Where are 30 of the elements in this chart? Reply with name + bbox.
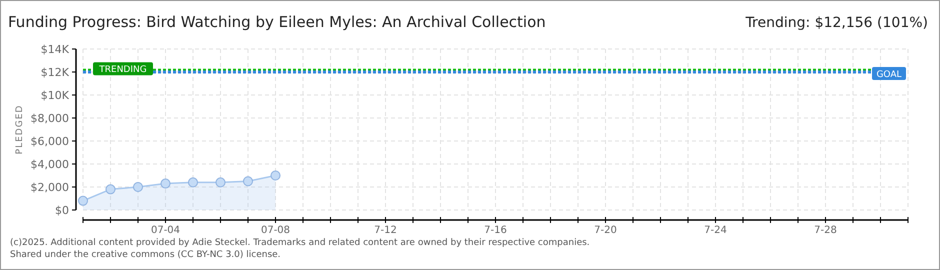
- y-tick-label: $10K: [40, 89, 70, 102]
- chart-subtitle: Trending: $12,156 (101%): [744, 15, 928, 31]
- point: [270, 170, 280, 180]
- point: [106, 184, 116, 194]
- y-tick-label: $14K: [40, 43, 70, 56]
- y-tick-label: $0: [55, 204, 69, 217]
- point: [78, 196, 88, 206]
- y-axis-title: PLEDGED: [15, 104, 25, 154]
- y-tick-label: $12K: [40, 66, 70, 79]
- ref-line-label: TRENDING: [98, 65, 147, 76]
- y-tick-label: $4,000: [30, 158, 69, 171]
- chart-title: Funding Progress: Bird Watching by Eileen Myles: An Archival Collection: [8, 13, 546, 31]
- point: [216, 177, 226, 188]
- text: (c)2025. Additional content provided by Adie Steckel. Trademarks and related content are owned by their respective companies.: [10, 238, 590, 248]
- point: [188, 177, 198, 188]
- x-tick-label: 07-08: [260, 225, 290, 236]
- x-tick-label: 7-28: [814, 225, 837, 236]
- x-tick-label: 7-12: [374, 225, 397, 236]
- y-tick-label: $8,000: [30, 112, 69, 125]
- x-tick-label: 7-24: [704, 225, 727, 236]
- x-tick-label: 7-20: [594, 225, 617, 236]
- x-tick-label: 07-04: [150, 225, 180, 236]
- y-tick-label: $6,000: [30, 135, 69, 148]
- text: Shared under the creative commons (CC BY-NC 3.0) license.: [10, 250, 281, 260]
- x-tick-label: 7-16: [484, 225, 507, 236]
- point: [133, 182, 143, 192]
- point: [243, 176, 253, 186]
- point: [160, 178, 170, 189]
- y-tick-label: $2,000: [30, 181, 69, 194]
- ref-line-label: GOAL: [876, 70, 902, 80]
